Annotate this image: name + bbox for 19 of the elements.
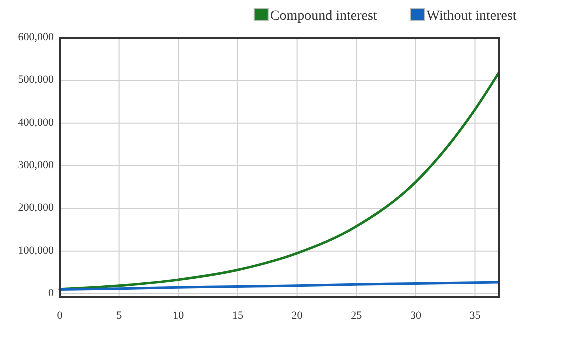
legend-label: Compound interest xyxy=(270,9,378,24)
x-tick-label: 35 xyxy=(470,310,482,322)
x-tick-label: 20 xyxy=(292,310,304,322)
y-tick-label: 200,000 xyxy=(18,202,54,214)
x-tick-label: 5 xyxy=(116,310,123,322)
line-series xyxy=(58,72,500,291)
x-tick-label: 25 xyxy=(351,310,363,322)
legend-label: Without interest xyxy=(426,9,517,24)
y-tick-label: 600,000 xyxy=(18,32,54,44)
x-tick-label: 0 xyxy=(57,310,64,322)
y-tick-label: 300,000 xyxy=(18,160,54,172)
y-tick-label: 100,000 xyxy=(18,244,54,257)
line-series xyxy=(58,281,500,291)
x-tick-label: 15 xyxy=(232,310,244,322)
y-tick-label: 500,000 xyxy=(18,74,54,86)
x-tick-label: 30 xyxy=(410,310,422,322)
x-tick-label: 10 xyxy=(173,310,185,322)
y-tick-label: 0 xyxy=(48,288,54,300)
y-tick-label: 400,000 xyxy=(18,116,54,129)
